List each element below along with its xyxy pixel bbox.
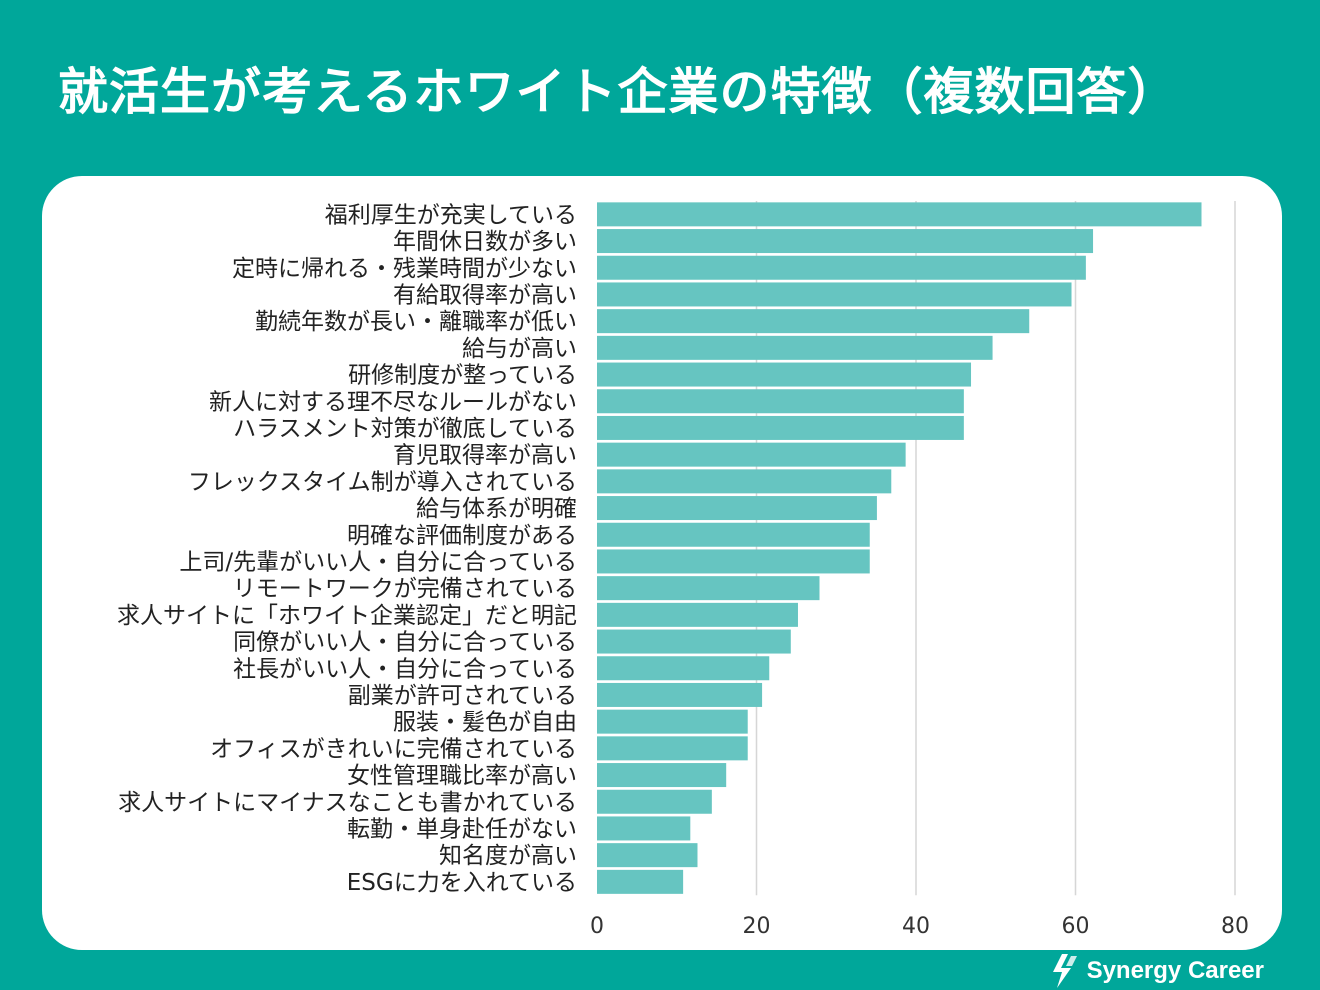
bar	[597, 789, 712, 814]
category-label: 給与体系が明確	[416, 496, 577, 522]
category-label: リモートワークが完備されている	[233, 576, 577, 602]
category-label: 上司/先輩がいい人・自分に合っている	[179, 549, 577, 575]
bar	[597, 576, 820, 601]
chart-title: 就活生が考えるホワイト企業の特徴（複数回答）	[58, 63, 1179, 121]
category-label: オフィスがきれいに完備されている	[210, 736, 577, 762]
bar	[597, 522, 870, 547]
bar	[597, 362, 972, 387]
category-label: 研修制度が整っている	[348, 363, 577, 389]
bar	[597, 309, 1030, 334]
category-label: 転勤・単身赴任がない	[347, 816, 577, 842]
bar	[597, 843, 698, 868]
category-label: 新人に対する理不尽なルールがない	[209, 389, 577, 415]
category-label: 定時に帰れる・残業時間が少ない	[232, 256, 577, 282]
bar	[597, 202, 1202, 227]
bar	[597, 656, 770, 681]
bar	[597, 496, 877, 521]
category-label: 給与が高い	[462, 336, 577, 362]
bar	[597, 602, 798, 627]
category-label: 服装・髪色が自由	[393, 710, 577, 736]
bar	[597, 816, 691, 841]
bar	[597, 469, 892, 494]
category-label: 知名度が高い	[439, 843, 577, 869]
x-axis-ticks: 0 20 40 60 80	[590, 914, 1249, 939]
category-label: 同僚がいい人・自分に合っている	[233, 630, 577, 656]
category-label: フレックスタイム制が導入されている	[188, 469, 577, 495]
bar	[597, 682, 763, 707]
category-label: 副業が許可されている	[348, 683, 577, 709]
bar	[597, 709, 748, 734]
x-tick-label: 0	[590, 914, 604, 939]
category-label: 明確な評価制度がある	[347, 523, 577, 549]
x-tick-label: 20	[743, 914, 771, 939]
category-label: 福利厚生が充実している	[325, 202, 577, 228]
bar	[597, 415, 964, 440]
category-labels: 福利厚生が充実している年間休日数が多い定時に帰れる・残業時間が少ない有給取得率が…	[117, 202, 577, 896]
brand-name: Synergy Career	[1086, 957, 1264, 984]
bar	[597, 442, 906, 467]
brand-logo: Synergy Career	[1052, 954, 1264, 988]
bar	[597, 229, 1094, 254]
category-label: 求人サイトにマイナスなことも書かれている	[118, 790, 577, 816]
bar	[597, 763, 727, 788]
x-tick-label: 60	[1062, 914, 1090, 939]
chart-panel: 福利厚生が充実している 年間休日数が多い 定時に帰れる・残業時間が少ない 有給取得率が…	[42, 176, 1282, 950]
bar	[597, 335, 993, 360]
category-label: 育児取得率が高い	[393, 443, 577, 469]
bars	[597, 202, 1202, 894]
x-tick-label: 40	[902, 914, 930, 939]
bar	[597, 389, 964, 414]
bar	[597, 869, 684, 894]
category-label: ハラスメント対策が徹底している	[233, 416, 577, 442]
category-label: 勤続年数が長い・離職率が低い	[255, 309, 577, 335]
category-label: ESGに力を入れている	[347, 870, 577, 896]
x-tick-label: 80	[1221, 914, 1249, 939]
category-label: 有給取得率が高い	[393, 282, 577, 308]
category-label: 社長がいい人・自分に合っている	[233, 656, 577, 682]
category-label: 年間休日数が多い	[393, 229, 577, 255]
synergy-logo-icon	[1052, 954, 1077, 988]
bar	[597, 255, 1086, 280]
category-label: 女性管理職比率が高い	[347, 763, 577, 789]
bar	[597, 282, 1072, 307]
bar	[597, 549, 870, 574]
bar	[597, 629, 791, 654]
category-label: 求人サイトに「ホワイト企業認定」だと明記	[117, 603, 577, 629]
bar-chart: 福利厚生が充実している年間休日数が多い定時に帰れる・残業時間が少ない有給取得率が…	[117, 201, 1249, 939]
bar	[597, 736, 748, 761]
